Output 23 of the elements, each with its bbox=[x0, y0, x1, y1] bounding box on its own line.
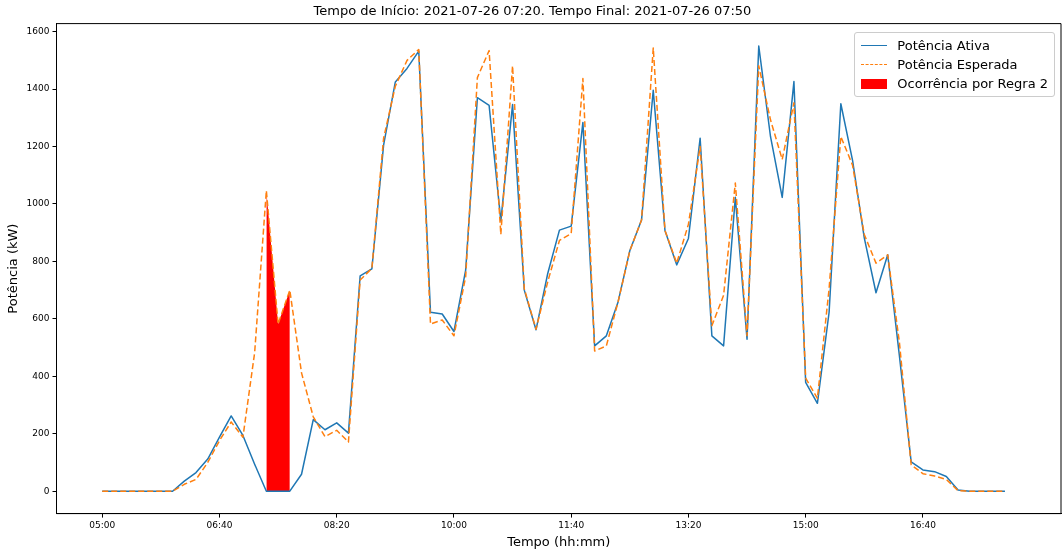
x-tick-label: 06:40 bbox=[206, 520, 233, 531]
legend-label: Potência Ativa bbox=[897, 38, 990, 53]
x-tick-label: 08:20 bbox=[323, 520, 350, 531]
y-tick-label: 200 bbox=[32, 428, 50, 439]
y-tick-label: 1000 bbox=[26, 198, 50, 209]
x-tick-label: 15:00 bbox=[792, 520, 819, 531]
y-tick-label: 400 bbox=[32, 370, 50, 381]
y-tick-label: 800 bbox=[32, 255, 50, 266]
x-tick-label: 05:00 bbox=[89, 520, 116, 531]
y-tick-label: 1600 bbox=[26, 25, 50, 36]
x-tick-label: 13:20 bbox=[675, 520, 702, 531]
y-tick-label: 1400 bbox=[26, 83, 50, 94]
x-tick-label: 16:40 bbox=[909, 520, 937, 531]
x-tick-label: 11:40 bbox=[558, 520, 585, 531]
x-tick-label: 10:00 bbox=[440, 520, 468, 531]
y-axis-title: Potência (kW) bbox=[5, 223, 21, 314]
y-tick-label: 1200 bbox=[26, 140, 50, 151]
legend-label: Potência Esperada bbox=[897, 57, 1018, 72]
legend-label: Ocorrência por Regra 2 bbox=[897, 76, 1048, 91]
x-axis-title: Tempo (hh:mm) bbox=[506, 533, 611, 549]
y-tick-label: 600 bbox=[32, 313, 50, 324]
chart-title: Tempo de Início: 2021-07-26 07:20. Tempo Final: 2021-07-26 07:50 bbox=[312, 3, 752, 19]
y-tick-label: 0 bbox=[43, 485, 50, 496]
